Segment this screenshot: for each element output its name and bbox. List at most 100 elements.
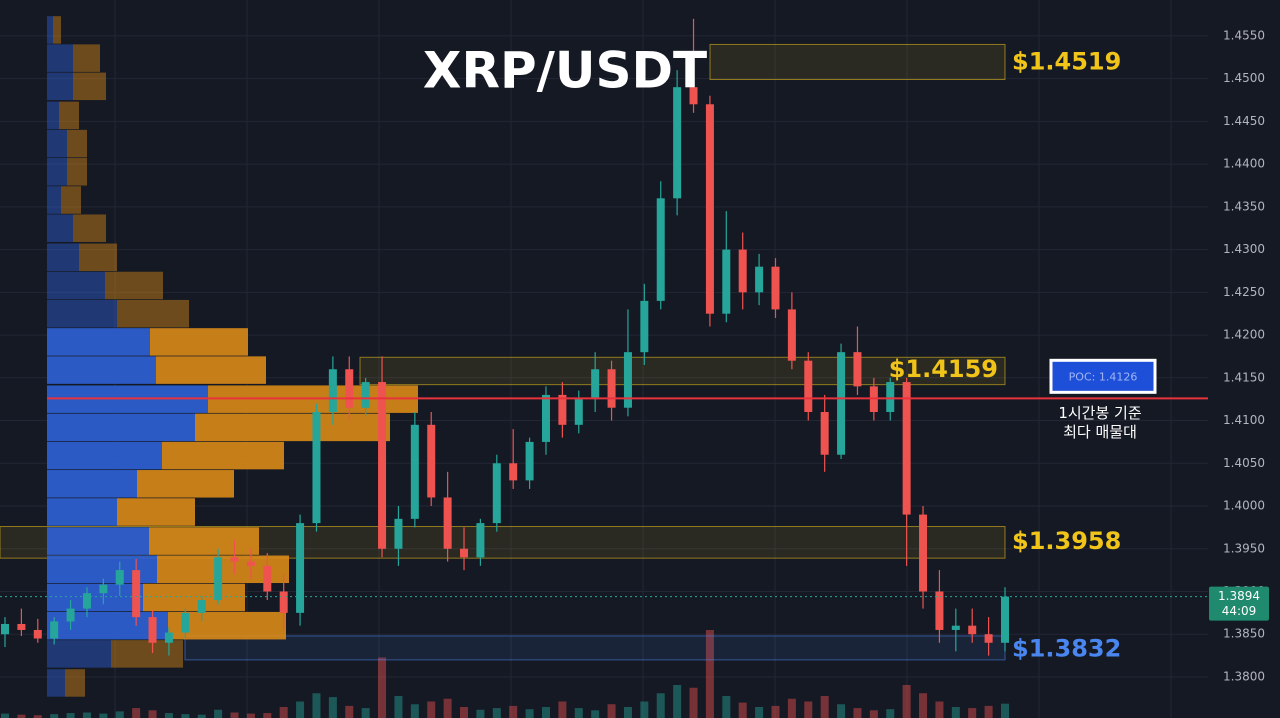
candle-body (771, 266, 780, 310)
candle-body (214, 557, 223, 601)
volume-bar (919, 693, 928, 718)
candle-body (279, 591, 288, 613)
volume-bar (968, 708, 977, 718)
profile-sell (59, 101, 79, 130)
candle-body (919, 514, 928, 592)
candle-body (148, 617, 157, 643)
volume-bar (804, 701, 813, 718)
candle-body (623, 352, 632, 408)
profile-buy (47, 328, 150, 356)
volume-bar (837, 704, 846, 718)
volume-bar (935, 701, 944, 718)
volume-bar (230, 712, 239, 718)
profile-sell (67, 158, 87, 186)
volume-bar (705, 630, 714, 718)
y-tick-label: 1.4250 (1223, 285, 1265, 299)
volume-bar (722, 696, 731, 718)
candle-body (984, 634, 993, 643)
volume-bar (951, 707, 960, 718)
volume-bar (525, 709, 534, 718)
volume-bar (214, 709, 223, 718)
poc-note: 최다 매물대 (1063, 423, 1137, 441)
profile-sell (117, 498, 195, 526)
zone-label: $1.4159 (889, 355, 998, 383)
y-tick-label: 1.4200 (1223, 328, 1265, 342)
candle-body (427, 424, 436, 498)
volume-bar (246, 713, 255, 718)
profile-sell (143, 583, 245, 612)
candle-body (312, 411, 321, 524)
candle-body (509, 463, 518, 481)
profile-sell (73, 214, 106, 242)
profile-sell (73, 44, 100, 72)
candle-body (492, 463, 501, 524)
y-tick-label: 1.3800 (1223, 669, 1265, 683)
candle-body (722, 249, 731, 314)
y-tick-label: 1.4300 (1223, 242, 1265, 256)
candle-body (1, 623, 9, 635)
volume-bar (66, 713, 75, 718)
volume-bar (623, 707, 632, 718)
volume-bar (853, 708, 862, 718)
volume-bar (361, 708, 370, 718)
candle-body (886, 382, 895, 412)
profile-sell (149, 527, 259, 555)
volume-bar (443, 698, 452, 718)
volume-bar (50, 714, 59, 718)
y-tick-label: 1.4000 (1223, 499, 1265, 513)
zone-label: $1.4519 (1012, 47, 1121, 75)
candle-body (541, 394, 550, 442)
y-tick-label: 1.4150 (1223, 370, 1265, 384)
zone-label: $1.3832 (1012, 635, 1121, 663)
profile-buy (47, 527, 149, 555)
candle-body (902, 382, 911, 515)
candle-body (787, 309, 796, 361)
volume-bar (591, 710, 600, 718)
price-zone (709, 43, 1006, 80)
candle-body (755, 266, 764, 293)
candle-body (968, 625, 977, 635)
volume-bar (689, 687, 698, 718)
volume-bar (148, 710, 157, 718)
y-tick-label: 1.3850 (1223, 627, 1265, 641)
candle-body (82, 593, 91, 609)
candle-body (296, 523, 305, 613)
candle-body (246, 561, 255, 566)
poc-label: POC: 1.4126 (1069, 370, 1138, 383)
poc-note: 1시간봉 기준 (1058, 404, 1142, 422)
profile-sell (105, 271, 163, 300)
candle-body (443, 497, 452, 549)
profile-sell (150, 328, 248, 356)
candle-body (591, 369, 600, 400)
profile-sell (67, 129, 87, 158)
profile-buy (47, 413, 195, 442)
profile-buy (47, 441, 162, 470)
candle-body (66, 608, 75, 622)
volume-bar (197, 714, 206, 718)
candle-body (853, 352, 862, 387)
profile-buy (47, 470, 137, 498)
profile-buy (47, 101, 59, 130)
volume-bar (755, 707, 764, 718)
y-tick-label: 1.4550 (1223, 28, 1265, 42)
volume-bar (574, 708, 583, 718)
candle-body (132, 570, 141, 618)
volume-bar (984, 705, 993, 718)
profile-sell (117, 299, 189, 328)
candle-body (476, 523, 485, 558)
poc-box (1049, 358, 1157, 394)
profile-sell (162, 441, 284, 470)
profile-sell (111, 640, 183, 668)
profile-sell (137, 470, 234, 498)
volume-bar (673, 685, 682, 718)
volume-bar (312, 693, 321, 718)
candle-body (230, 557, 239, 562)
volume-bar (509, 705, 518, 718)
profile-buy (47, 271, 105, 300)
candle-body (17, 623, 26, 630)
candle-body (361, 382, 370, 408)
volume-bar (869, 710, 878, 718)
candle-body (656, 198, 665, 301)
candle-body (558, 394, 567, 425)
profile-buy (47, 214, 73, 242)
